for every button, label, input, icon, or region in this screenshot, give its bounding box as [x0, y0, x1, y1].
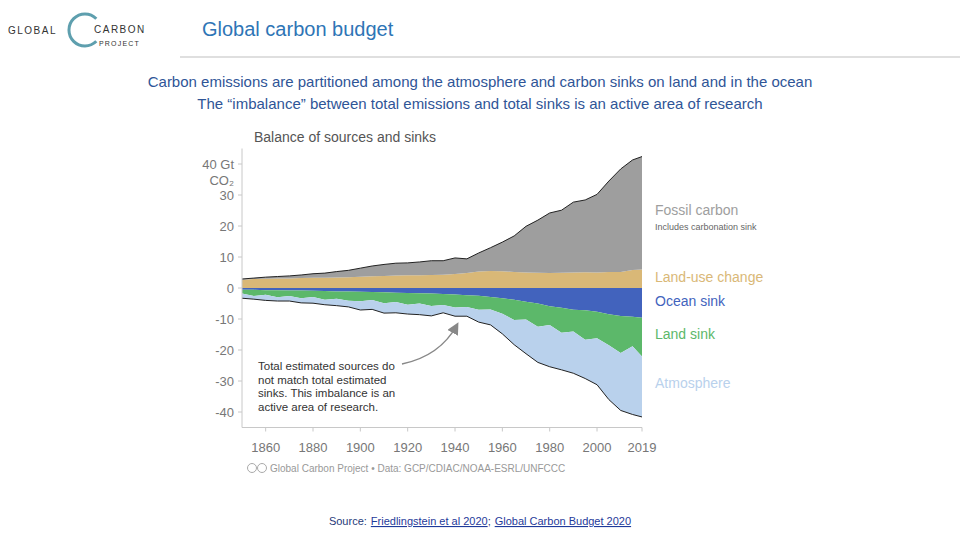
logo-text: PROJECT — [99, 40, 140, 47]
x-tick-label: 1940 — [441, 440, 470, 455]
annotation-line: sinks. This imbalance is an — [258, 387, 395, 399]
annotation-line: active area of research. — [258, 401, 378, 413]
x-tick — [407, 428, 408, 432]
x-tick-label: 1980 — [535, 440, 564, 455]
y-tick — [238, 350, 242, 351]
annotation: Includes carbonation sink — [655, 222, 757, 232]
slide: GLOBAL CARBON PROJECT Global carbon budget C… — [0, 0, 960, 540]
y-tick-label: -40 — [215, 405, 234, 420]
source-separator: ; — [488, 515, 491, 527]
x-tick — [360, 428, 361, 432]
area-outline — [242, 157, 642, 279]
header-rule — [180, 57, 960, 58]
x-tick — [549, 428, 550, 432]
x-tick — [313, 428, 314, 432]
area — [242, 157, 642, 280]
source-link[interactable]: Friedlingstein et al 2020 — [371, 515, 488, 527]
y-tick — [238, 319, 242, 320]
y-tick — [238, 164, 242, 165]
annotation: Total estimated sources do not match tota… — [258, 360, 395, 413]
page: {"page": {"logo": ["GLOBAL", "CARBON", "… — [0, 0, 960, 540]
source-label: Source: — [329, 515, 367, 527]
x-tick-label: 1960 — [488, 440, 517, 455]
logo-mark — [69, 14, 96, 46]
area — [242, 294, 642, 417]
annotation-line: not match total estimated — [258, 374, 386, 386]
source: Source: Friedlingstein et al 2020; Global … — [329, 515, 631, 527]
x-tick-label: 2000 — [583, 440, 612, 455]
y-tick — [238, 381, 242, 382]
x-tick — [265, 428, 266, 432]
x-tick — [597, 428, 598, 432]
x-tick — [642, 428, 643, 432]
legend-entry: Land sink — [655, 326, 716, 342]
legend-entry: Atmosphere — [655, 375, 731, 391]
x-tick-label: 1900 — [346, 440, 375, 455]
logo-text: CARBON — [94, 24, 146, 35]
y-axis-label: CO₂ — [209, 173, 234, 188]
source-link[interactable]: Global Carbon Budget 2020 — [495, 515, 631, 527]
logo-text: GLOBAL — [8, 25, 57, 36]
y-tick-label: -30 — [215, 374, 234, 389]
annotation-line: Total estimated sources do — [258, 360, 395, 372]
y-tick-label: 30 — [220, 188, 234, 203]
license-icon — [248, 464, 257, 473]
y-tick — [238, 195, 242, 196]
y-tick-label: -20 — [215, 343, 234, 358]
y-tick — [238, 226, 242, 227]
x-tick-label: 1860 — [251, 440, 280, 455]
x-axis — [242, 427, 642, 428]
plot-area — [242, 157, 642, 417]
legend-entry: Land-use change — [655, 269, 763, 285]
y-tick-label: 20 — [220, 219, 234, 234]
x-tick-label: 1880 — [299, 440, 328, 455]
subtitle: Carbon emissions are partitioned among t… — [148, 73, 813, 90]
y-tick-label: 10 — [220, 250, 234, 265]
slide-title: Global carbon budget — [202, 18, 394, 40]
legend-entry: Ocean sink — [655, 293, 726, 309]
x-tick-label: 1920 — [393, 440, 422, 455]
y-tick — [238, 412, 242, 413]
credit: Global Carbon Project • Data: GCP/CDIAC/… — [270, 463, 565, 474]
legend-entry: Fossil carbon — [655, 202, 738, 218]
y-tick — [238, 257, 242, 258]
chart-title: Balance of sources and sinks — [254, 129, 436, 145]
license-icon — [258, 464, 267, 473]
x-tick — [455, 428, 456, 432]
x-tick — [502, 428, 503, 432]
subtitle: The “imbalance” between total emissions … — [197, 95, 762, 112]
x-tick-label: 2019 — [628, 440, 657, 455]
y-tick-label: 40 Gt — [202, 157, 234, 172]
area-outline — [242, 298, 642, 417]
y-tick-label: -10 — [215, 312, 234, 327]
y-tick — [238, 288, 242, 289]
y-tick-label: 0 — [227, 281, 234, 296]
annotation-arrow — [402, 325, 457, 364]
